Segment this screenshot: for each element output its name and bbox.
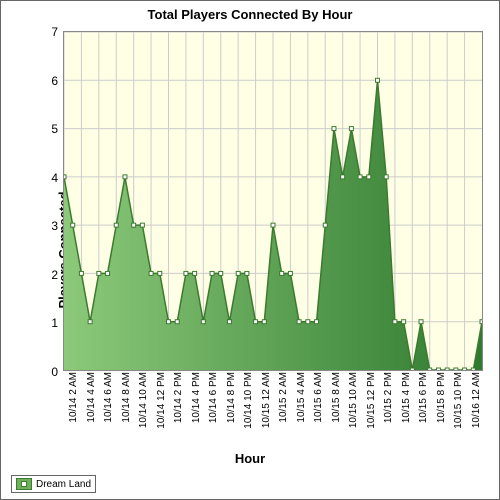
y-tick: 5 xyxy=(51,122,64,136)
x-tick: 10/15 8 PM xyxy=(436,370,447,423)
x-tick: 10/14 10 AM xyxy=(138,370,149,428)
y-tick: 3 xyxy=(51,219,64,233)
legend: Dream Land xyxy=(11,475,96,493)
legend-series-label: Dream Land xyxy=(36,479,91,490)
y-tick: 6 xyxy=(51,74,64,88)
x-tick: 10/14 10 PM xyxy=(243,370,254,429)
x-axis-label: Hour xyxy=(1,451,499,466)
x-tick: 10/14 12 PM xyxy=(156,370,167,429)
x-tick: 10/15 12 PM xyxy=(366,370,377,429)
x-tick: 10/14 4 PM xyxy=(191,370,202,423)
x-tick: 10/14 4 AM xyxy=(86,370,97,423)
x-tick: 10/14 6 AM xyxy=(103,370,114,423)
y-tick: 4 xyxy=(51,171,64,185)
y-tick: 7 xyxy=(51,25,64,39)
chart-svg xyxy=(64,32,482,370)
x-tick: 10/14 2 AM xyxy=(68,370,79,423)
x-tick: 10/14 2 PM xyxy=(173,370,184,423)
plot-area: 0123456710/14 2 AM10/14 4 AM10/14 6 AM10… xyxy=(63,31,483,371)
chart-frame: Total Players Connected By Hour Players … xyxy=(0,0,500,500)
x-tick: 10/15 2 PM xyxy=(383,370,394,423)
x-tick: 10/15 2 AM xyxy=(278,370,289,423)
x-tick: 10/15 12 AM xyxy=(261,370,272,428)
x-tick: 10/15 10 AM xyxy=(348,370,359,428)
x-tick: 10/15 6 AM xyxy=(313,370,324,423)
y-tick: 1 xyxy=(51,316,64,330)
x-tick: 10/14 8 AM xyxy=(121,370,132,423)
x-tick: 10/15 8 AM xyxy=(331,370,342,423)
x-tick: 10/14 8 PM xyxy=(226,370,237,423)
x-tick: 10/14 6 PM xyxy=(208,370,219,423)
x-tick: 10/15 4 AM xyxy=(296,370,307,423)
x-tick: 10/15 6 PM xyxy=(418,370,429,423)
y-tick: 0 xyxy=(51,365,64,379)
legend-swatch-icon xyxy=(16,478,32,490)
x-tick: 10/16 12 AM xyxy=(471,370,482,428)
x-tick: 10/15 4 PM xyxy=(401,370,412,423)
y-tick: 2 xyxy=(51,268,64,282)
chart-title: Total Players Connected By Hour xyxy=(1,7,499,22)
x-tick: 10/15 10 PM xyxy=(453,370,464,429)
